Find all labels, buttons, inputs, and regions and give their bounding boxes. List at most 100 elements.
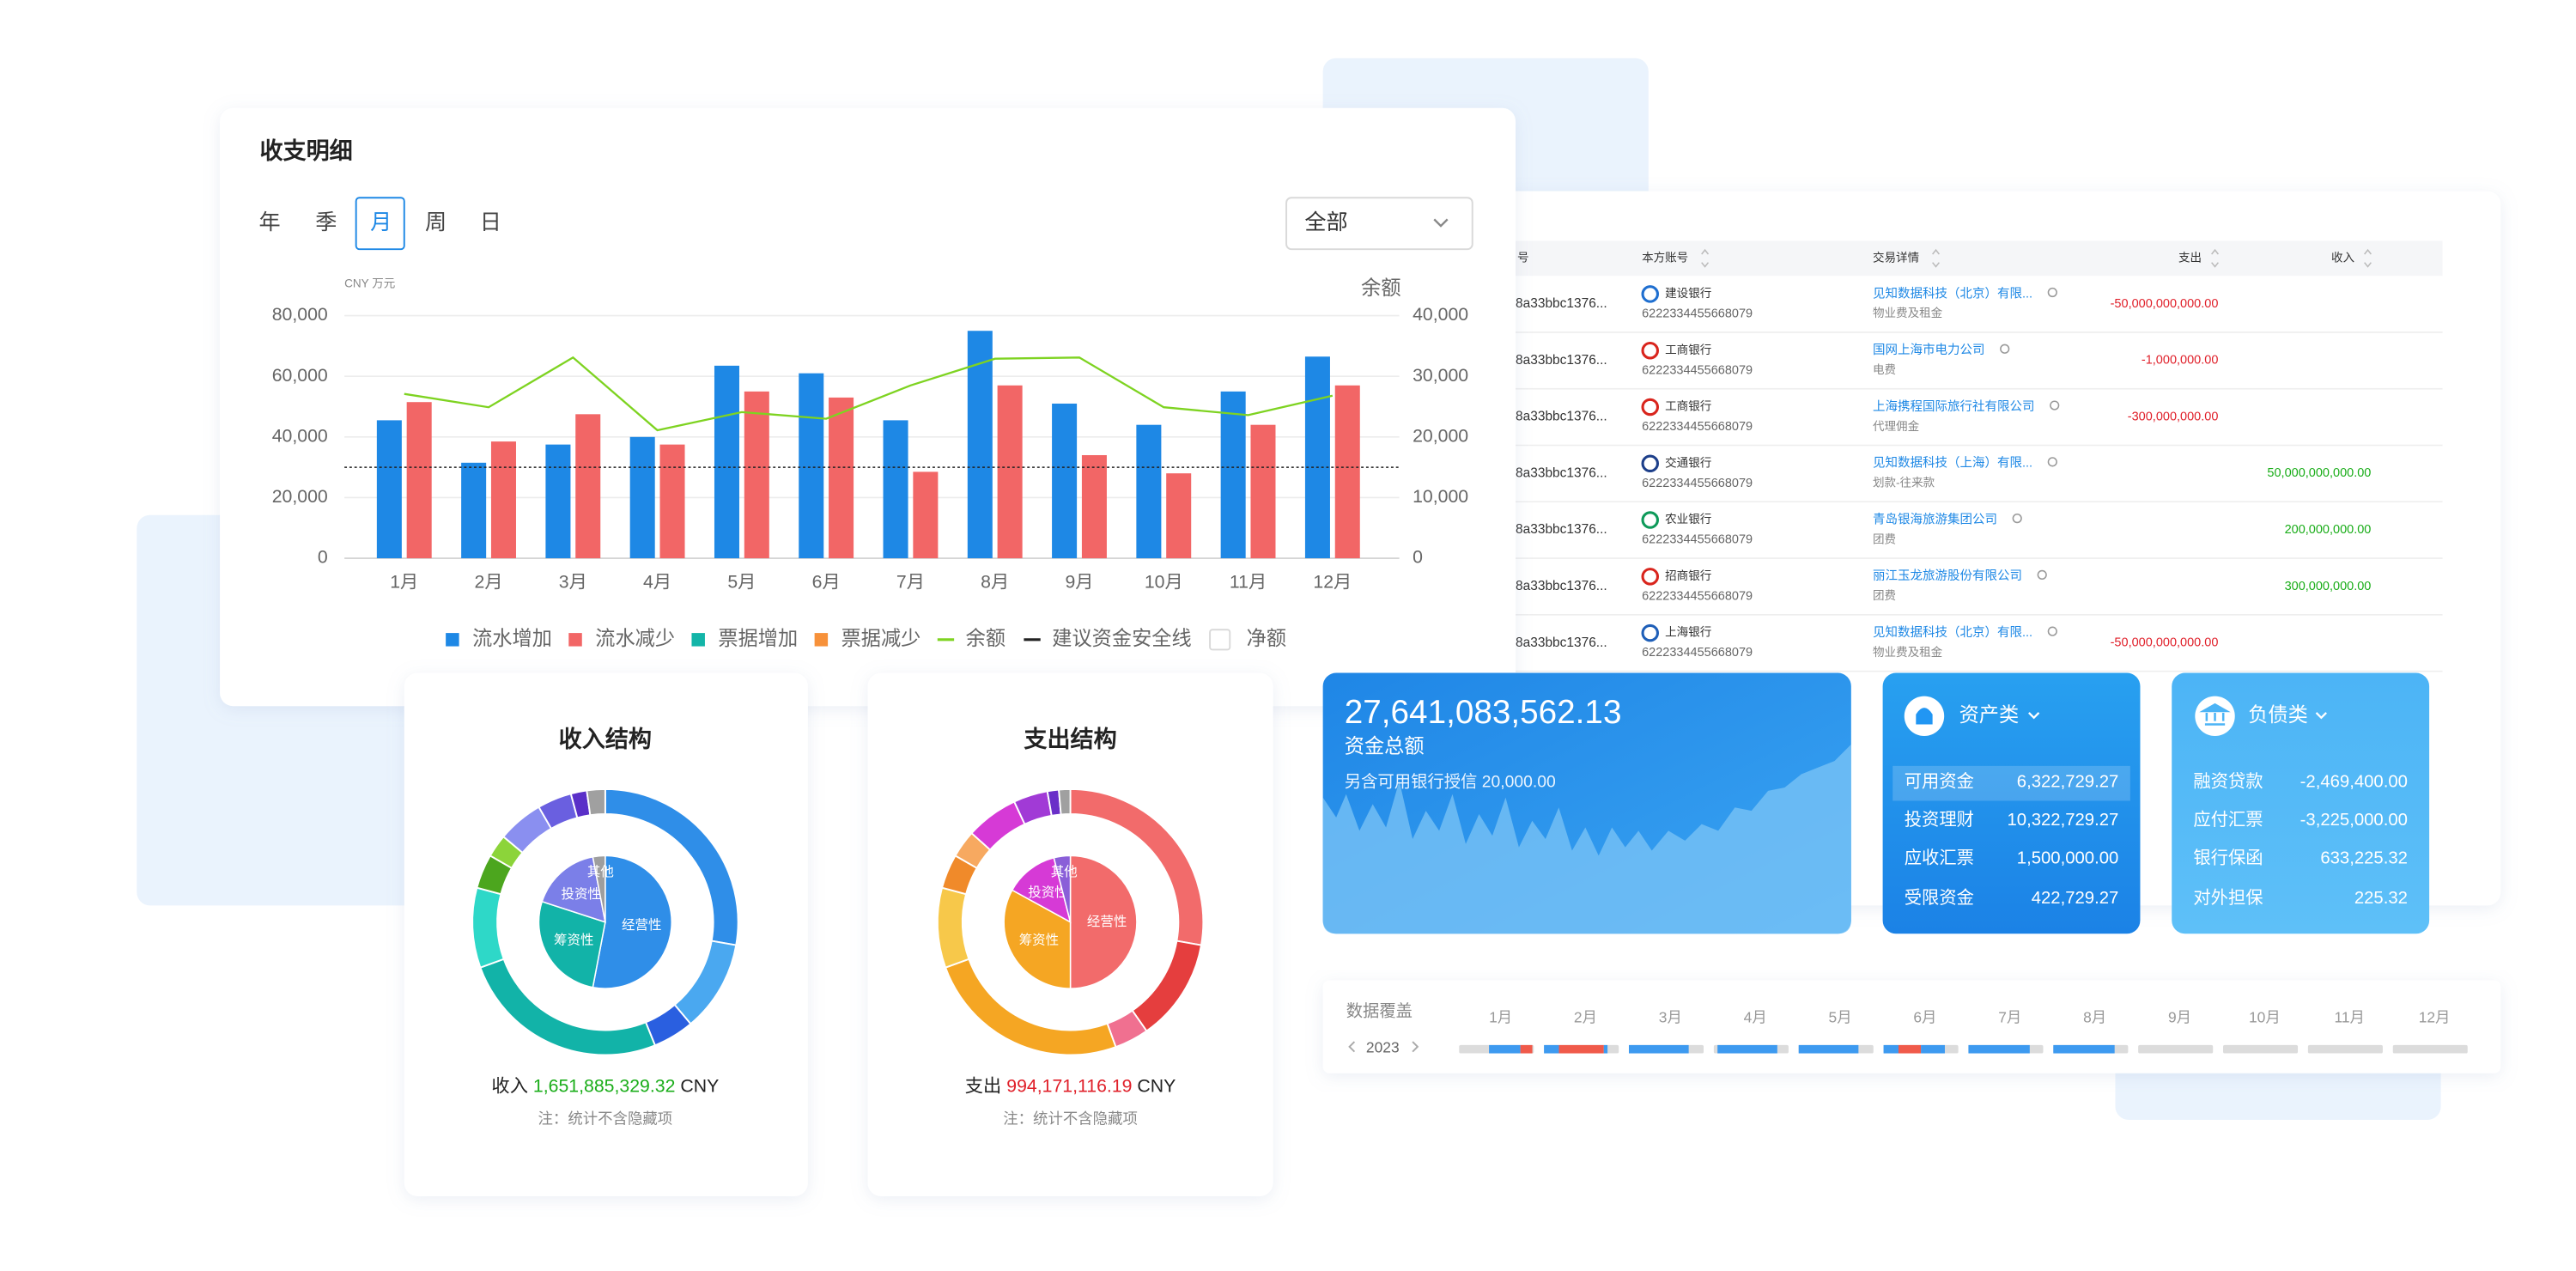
legend-label: 流水减少 bbox=[595, 627, 675, 649]
coverage-segment bbox=[1921, 1044, 1945, 1054]
bank-name: 建设银行 bbox=[1665, 287, 1711, 300]
coverage-month: 1月 bbox=[1489, 1009, 1512, 1026]
liability-amount: 633,225.32 bbox=[2320, 849, 2408, 868]
prev-year[interactable] bbox=[1348, 1041, 1356, 1053]
coverage-month: 12月 bbox=[2419, 1009, 2451, 1026]
funds-label: 资金总额 bbox=[1345, 735, 1425, 757]
bank-name: 交通银行 bbox=[1665, 455, 1711, 469]
bar bbox=[997, 385, 1023, 559]
coverage-month: 7月 bbox=[1998, 1009, 2021, 1026]
search-icon bbox=[2047, 457, 2057, 467]
liabilities-card: 负债类 bbox=[2172, 672, 2430, 934]
liability-name: 应付汇票 bbox=[2193, 810, 2263, 830]
account-number: 6222334455668079 bbox=[1642, 646, 1753, 660]
tab[interactable]: 季 bbox=[315, 210, 337, 234]
slice-label: 投资性 bbox=[1028, 885, 1067, 900]
search-icon bbox=[2047, 626, 2057, 636]
coverage-month: 6月 bbox=[1913, 1009, 1936, 1026]
coverage-card: 数据覆盖 2023 bbox=[1322, 980, 2501, 1073]
search-icon bbox=[2000, 344, 2010, 354]
chevron bbox=[2315, 712, 2327, 720]
coverage-month: 10月 bbox=[2249, 1009, 2281, 1026]
bar bbox=[1250, 424, 1276, 559]
bank-name: 工商银行 bbox=[1665, 400, 1711, 413]
account-number: 6222334455668079 bbox=[1642, 533, 1753, 547]
detail-purpose: 团费 bbox=[1873, 589, 1896, 602]
bar bbox=[714, 365, 739, 559]
column-header: 支出 bbox=[2178, 251, 2202, 264]
detail-purpose: 团费 bbox=[1873, 532, 1896, 545]
y2-tick-label: 30,000 bbox=[1413, 365, 1468, 386]
row-id: 8a33bbc1376... bbox=[1516, 465, 1607, 480]
total-line: 支出 994,171,116.19 CNY bbox=[965, 1075, 1176, 1096]
detail-link[interactable]: 见知数据科技（北京）有限... bbox=[1873, 286, 2032, 301]
row-id: 8a33bbc1376... bbox=[1516, 410, 1607, 424]
tab[interactable]: 月 bbox=[370, 210, 392, 234]
filter-value: 全部 bbox=[1304, 210, 1347, 234]
coverage-month: 9月 bbox=[2168, 1009, 2191, 1026]
bank-icon bbox=[1641, 454, 1660, 473]
column-header: 交易详情 bbox=[1873, 250, 1919, 264]
detail-purpose: 划款-往来款 bbox=[1873, 477, 1935, 490]
detail-link[interactable]: 见知数据科技（北京）有限... bbox=[1873, 625, 2032, 640]
bar bbox=[744, 391, 769, 559]
bar bbox=[575, 414, 601, 559]
coverage-segment bbox=[2053, 1044, 2115, 1054]
bank-name: 工商银行 bbox=[1665, 344, 1711, 356]
detail-link[interactable]: 见知数据科技（上海）有限... bbox=[1873, 456, 2032, 471]
funds-credit: 另含可用银行授信 20,000.00 bbox=[1345, 772, 1556, 791]
expense: -50,000,000,000.00 bbox=[2111, 297, 2219, 311]
detail-purpose: 电费 bbox=[1873, 363, 1896, 376]
coverage-segment bbox=[1717, 1044, 1777, 1054]
y-tick-label: 60,000 bbox=[272, 365, 328, 386]
x-tick-label: 10月 bbox=[1145, 572, 1183, 593]
sort-icon bbox=[1701, 248, 1710, 268]
detail-link[interactable]: 丽江玉龙旅游股份有限公司 bbox=[1873, 569, 2022, 583]
coverage-segment bbox=[1544, 1044, 1559, 1054]
column-header: 收入 bbox=[2331, 251, 2355, 264]
coverage-month: 3月 bbox=[1659, 1009, 1682, 1026]
legend-label: 票据减少 bbox=[841, 627, 921, 649]
filter-select[interactable] bbox=[1285, 197, 1473, 251]
detail-link[interactable]: 青岛银海旅游集团公司 bbox=[1873, 512, 1997, 526]
bar bbox=[1220, 391, 1246, 559]
coverage-segment bbox=[1883, 1044, 1899, 1054]
assets-title[interactable]: 资产类 bbox=[1959, 703, 2020, 726]
coverage-segment bbox=[1628, 1044, 1689, 1054]
bar bbox=[1081, 454, 1107, 559]
detail-link[interactable]: 上海携程国际旅行社有限公司 bbox=[1873, 399, 2035, 414]
bar bbox=[545, 444, 571, 559]
bar bbox=[461, 462, 487, 559]
total-part: 1,651,885,329.32 bbox=[533, 1075, 676, 1096]
detail-link[interactable]: 国网上海市电力公司 bbox=[1873, 343, 1985, 357]
column-header: 号 bbox=[1517, 251, 1529, 264]
bank-icon bbox=[1641, 398, 1660, 417]
tab[interactable]: 年 bbox=[258, 210, 280, 234]
legend-swatch bbox=[814, 633, 829, 647]
coverage-month: 4月 bbox=[1744, 1009, 1767, 1026]
tab[interactable]: 日 bbox=[480, 210, 501, 234]
x-tick-label: 5月 bbox=[727, 572, 756, 593]
coverage-segment bbox=[1798, 1044, 1859, 1054]
pie-slice bbox=[592, 854, 673, 989]
table-header bbox=[1479, 240, 2443, 277]
pie-slice bbox=[1053, 854, 1072, 922]
bank-name: 上海银行 bbox=[1665, 626, 1711, 639]
bar bbox=[490, 441, 516, 559]
y-tick-label: 40,000 bbox=[272, 425, 328, 446]
sort-icon bbox=[2211, 248, 2220, 268]
card bbox=[2172, 672, 2430, 934]
row-id: 8a33bbc1376... bbox=[1516, 522, 1607, 537]
next-year[interactable] bbox=[1412, 1041, 1419, 1053]
coverage-bar bbox=[2392, 1044, 2468, 1054]
y2-label: 余额 bbox=[1361, 277, 1400, 299]
x-tick-label: 4月 bbox=[643, 572, 671, 593]
asset-amount: 10,322,729.27 bbox=[2008, 811, 2119, 830]
y2-tick-label: 40,000 bbox=[1413, 304, 1468, 325]
bar bbox=[629, 436, 655, 559]
liability-name: 融资贷款 bbox=[2193, 772, 2263, 792]
y-tick-label: 80,000 bbox=[272, 304, 328, 325]
tab[interactable]: 周 bbox=[425, 210, 447, 234]
card bbox=[1322, 980, 2501, 1073]
liabilities-title[interactable]: 负债类 bbox=[2248, 703, 2308, 726]
